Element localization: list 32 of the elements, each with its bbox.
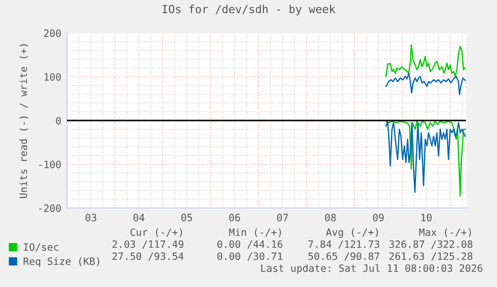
y-axis-title: Units read (-) / write (+): [19, 44, 28, 198]
text: 7.84 /121.73: [308, 240, 380, 249]
y-tick-label: 100: [44, 73, 61, 81]
text: 261.63 /125.28: [389, 252, 472, 261]
x-tick-label: 07: [277, 214, 288, 222]
x-tick-label: 04: [133, 214, 144, 222]
line-series: [385, 72, 466, 96]
text: 27.50 /93.54: [112, 252, 184, 261]
chart-title: IOs for /dev/sdh - by week: [162, 4, 336, 16]
text: 50.65 /90.87: [308, 252, 380, 261]
y-tick-label: -100: [39, 160, 61, 168]
y-tick-label: -200: [39, 204, 61, 212]
y-tick-label: 200: [44, 29, 61, 37]
x-tick-label: 09: [372, 214, 384, 222]
text: 0.00 /30.71: [217, 252, 282, 261]
x-tick-label: 10: [421, 214, 432, 222]
text: 2.03 /117.49: [112, 240, 184, 249]
legend-label: Req Size (KB): [24, 257, 100, 267]
x-tick-label: 06: [229, 214, 240, 222]
x-tick-label: 08: [325, 214, 336, 222]
y-tick-label: 0: [56, 116, 61, 124]
text: 0.00 /44.16: [217, 240, 282, 249]
text: Min (-/+): [229, 228, 281, 238]
line-series: [385, 44, 466, 77]
text: 326.87 /322.08: [389, 240, 472, 249]
text: Last update: Sat Jul 11 08:00:03 2026: [261, 264, 482, 274]
text: Avg (-/+): [326, 228, 378, 238]
text: Cur (-/+): [130, 228, 182, 238]
text: Max (-/+): [419, 228, 471, 238]
x-tick-label: 03: [86, 214, 96, 222]
x-tick-label: 05: [181, 214, 192, 222]
legend-label: IO/sec: [24, 243, 58, 252]
